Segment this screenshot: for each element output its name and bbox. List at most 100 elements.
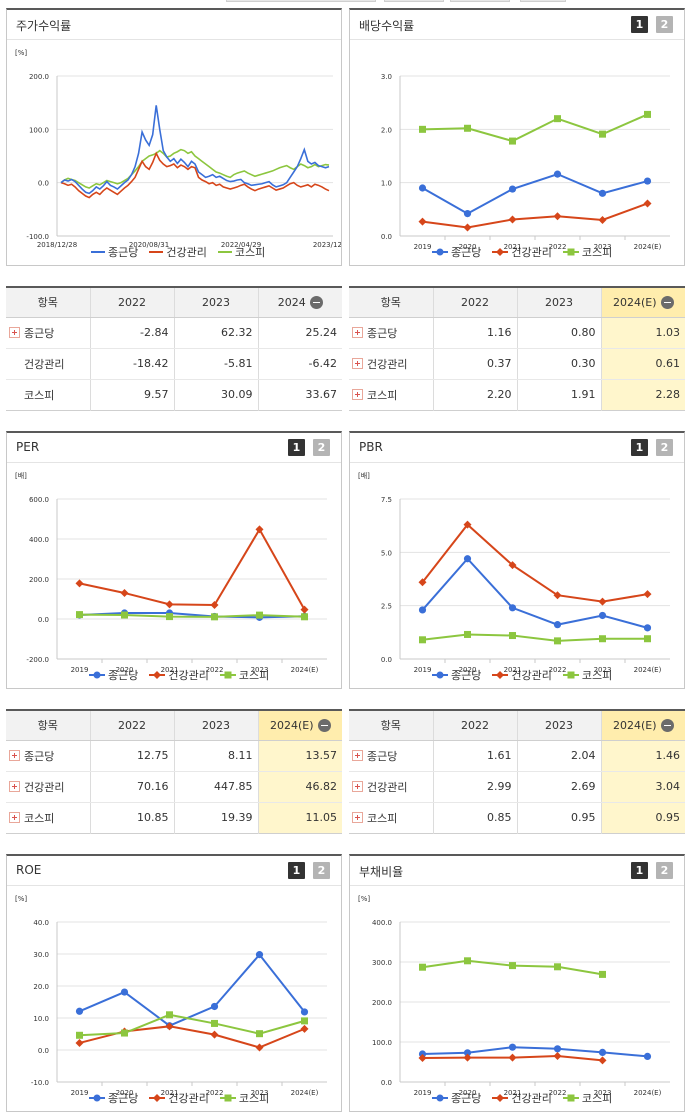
page-2-button[interactable]: 2 bbox=[656, 862, 673, 879]
table-cell: 9.57 bbox=[89, 379, 174, 410]
legend-item: 코스피 bbox=[562, 667, 613, 683]
data-point-square bbox=[554, 637, 561, 645]
row-label: 종근당 bbox=[6, 740, 90, 772]
page-2-button[interactable]: 2 bbox=[656, 439, 673, 456]
page-1-button[interactable]: 1 bbox=[631, 439, 648, 456]
data-point-square bbox=[509, 962, 516, 970]
col-header: 2023 bbox=[173, 287, 258, 318]
page-1-button[interactable]: 1 bbox=[288, 862, 305, 879]
data-point-square bbox=[121, 611, 128, 619]
expand-plus-icon[interactable] bbox=[9, 749, 20, 761]
data-point-circle bbox=[210, 1002, 219, 1011]
chart-legend: 종근당 건강관리 코스피 bbox=[89, 667, 269, 683]
collapse-minus-icon[interactable] bbox=[309, 295, 323, 309]
top-tab[interactable] bbox=[226, 0, 376, 2]
page-2-button[interactable]: 2 bbox=[313, 439, 330, 456]
expand-plus-icon[interactable] bbox=[352, 749, 363, 761]
data-point-diamond bbox=[75, 579, 84, 588]
panel-title: 부채비율 bbox=[359, 865, 404, 879]
collapse-minus-icon[interactable] bbox=[317, 718, 331, 732]
per-table: 항목 2022 2023 2024(E) 종근당 12.75 8.11 13.5… bbox=[6, 709, 342, 834]
row-label-text: 종근당 bbox=[24, 749, 55, 763]
col-header: 항목 bbox=[349, 287, 433, 318]
page-2-button[interactable]: 2 bbox=[656, 16, 673, 33]
row-label: 건강관리 bbox=[349, 348, 433, 380]
row-label: 종근당 bbox=[6, 317, 90, 349]
table-header-row: 항목 2022 2023 2024(E) bbox=[6, 710, 342, 741]
x-tick-label: 2019 bbox=[71, 666, 89, 674]
data-point-circle bbox=[553, 170, 562, 178]
data-point-square bbox=[301, 1017, 308, 1025]
series-line bbox=[60, 151, 330, 199]
legend-label: 코스피 bbox=[234, 246, 266, 259]
legend-label: 종근당 bbox=[451, 1092, 482, 1105]
col-header: 2024(E) bbox=[257, 710, 342, 741]
data-point-square bbox=[76, 1031, 83, 1039]
legend-item: 코스피 bbox=[562, 244, 612, 260]
expand-plus-icon[interactable] bbox=[352, 388, 363, 400]
series-line bbox=[79, 1013, 305, 1037]
data-point-circle bbox=[508, 604, 517, 612]
table-row: 코스피 2.20 1.91 2.28 bbox=[349, 379, 685, 410]
table-cell: 2.20 bbox=[432, 379, 517, 410]
legend-label: 종근당 bbox=[108, 1092, 139, 1105]
table-header-row: 항목 2022 2023 2024 bbox=[6, 287, 342, 318]
table-cell: 10.85 bbox=[89, 802, 174, 833]
expand-plus-icon[interactable] bbox=[352, 780, 363, 792]
panel-header: 배당수익률 1 2 bbox=[350, 10, 684, 40]
page-2-button[interactable]: 2 bbox=[313, 862, 330, 879]
data-point-circle bbox=[255, 951, 264, 959]
data-point-square bbox=[509, 632, 516, 640]
legend-label: 건강관리 bbox=[511, 246, 552, 259]
x-tick-label: 2022 bbox=[206, 666, 224, 674]
top-tab[interactable] bbox=[450, 0, 510, 2]
page-1-button[interactable]: 1 bbox=[631, 16, 648, 33]
y-tick-label: 40.0 bbox=[33, 919, 49, 927]
col-header: 2023 bbox=[173, 710, 258, 741]
y-tick-label: 0.0 bbox=[38, 180, 49, 188]
collapse-minus-icon[interactable] bbox=[660, 718, 674, 732]
expand-plus-icon[interactable] bbox=[9, 780, 20, 792]
data-point-square bbox=[464, 957, 471, 965]
legend-label: 종근당 bbox=[108, 246, 139, 259]
data-point-diamond bbox=[165, 1022, 174, 1031]
data-point-square bbox=[256, 1030, 263, 1038]
table-cell: 0.85 bbox=[432, 802, 517, 833]
x-tick-label: 2019 bbox=[414, 243, 432, 251]
top-tab[interactable] bbox=[384, 0, 444, 2]
y-tick-label: 2.5 bbox=[381, 603, 392, 611]
table-cell: 0.95 bbox=[600, 802, 685, 833]
y-tick-label: 3.0 bbox=[381, 73, 392, 81]
expand-plus-icon[interactable] bbox=[352, 811, 363, 823]
page-1-button[interactable]: 1 bbox=[631, 862, 648, 879]
expand-plus-icon[interactable] bbox=[352, 357, 363, 369]
table-cell: 11.05 bbox=[257, 802, 342, 833]
x-tick-label: 2019 bbox=[414, 1089, 432, 1097]
top-tab[interactable] bbox=[520, 0, 566, 2]
expand-plus-icon[interactable] bbox=[9, 811, 20, 823]
col-header: 2023 bbox=[516, 710, 601, 741]
table-cell: 0.95 bbox=[516, 802, 601, 833]
col-header: 항목 bbox=[6, 287, 90, 318]
data-point-diamond bbox=[418, 578, 427, 587]
pbr-table: 항목 2022 2023 2024(E) 종근당 1.61 2.04 1.46 … bbox=[349, 709, 685, 834]
expand-plus-icon[interactable] bbox=[352, 326, 363, 338]
page-1-button[interactable]: 1 bbox=[288, 439, 305, 456]
data-point-diamond bbox=[553, 591, 562, 600]
legend-label: 건강관리 bbox=[168, 1092, 209, 1105]
series-line bbox=[422, 1046, 648, 1058]
table-row: 코스피 10.85 19.39 11.05 bbox=[6, 802, 342, 833]
x-tick-label: 2024(E) bbox=[634, 243, 662, 251]
legend-label: 코스피 bbox=[581, 669, 613, 682]
table-cell: 1.91 bbox=[516, 379, 601, 410]
legend-label: 건강관리 bbox=[168, 669, 209, 682]
table-cell: 70.16 bbox=[89, 771, 174, 803]
col-header: 2024(E) bbox=[600, 710, 685, 741]
collapse-minus-icon[interactable] bbox=[660, 295, 674, 309]
expand-plus-icon[interactable] bbox=[9, 326, 20, 338]
table-header-row: 항목 2022 2023 2024(E) bbox=[349, 710, 685, 741]
table-cell: 2.69 bbox=[516, 771, 601, 803]
table-cell: -6.42 bbox=[257, 348, 342, 380]
x-tick-label: 2021 bbox=[161, 1089, 179, 1097]
